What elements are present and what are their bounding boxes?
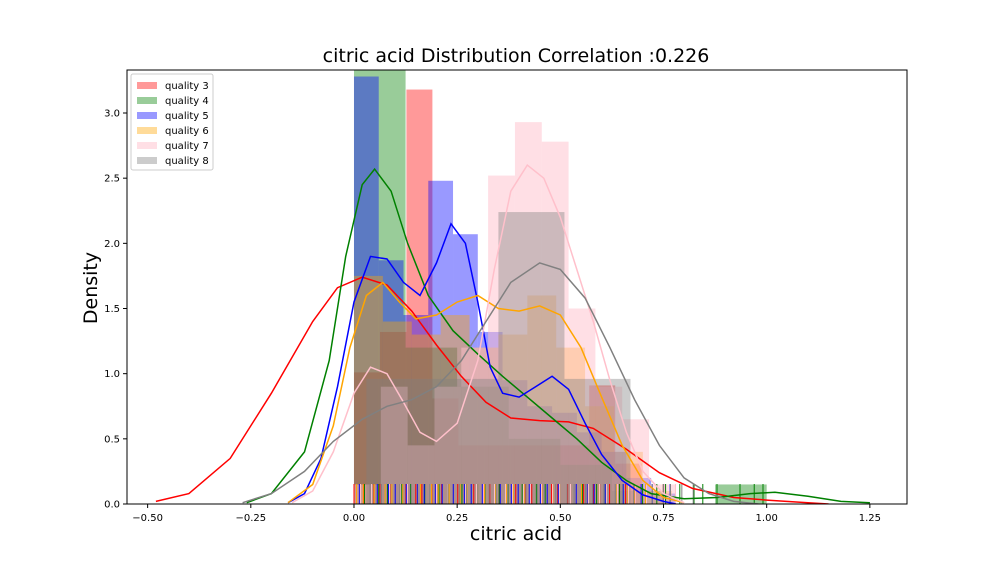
legend-swatch-1 [137, 82, 157, 89]
hist-bar-6-3 [498, 212, 565, 504]
kde-line-6 [242, 262, 759, 504]
hist-bar-4-1 [353, 275, 383, 504]
x-tick-label-5: 0.50 [549, 513, 571, 524]
y-tick-label-4: 1.5 [104, 304, 120, 315]
hist-bar-1-3 [406, 89, 433, 504]
x-tick-label-2: −0.25 [235, 513, 266, 524]
hist-bar-5-6 [488, 175, 515, 504]
y-tick-label-1: 0.0 [104, 500, 120, 511]
hist-bar-1-1 [353, 372, 380, 504]
legend-label-4: quality 6 [165, 126, 209, 137]
legend-swatch-6 [137, 157, 157, 164]
kde-line-5 [291, 163, 685, 504]
legend-swatch-4 [137, 127, 157, 134]
hist-bar-5-7 [514, 122, 542, 504]
legend-label-2: quality 4 [165, 96, 209, 107]
x-tick-label-3: 0.00 [343, 513, 365, 524]
x-tick-label-7: 1.00 [756, 513, 778, 524]
hist-bar-5-5 [461, 347, 489, 504]
kde-line-4 [287, 281, 685, 504]
y-axis-label: Density [80, 252, 102, 324]
plot-area: −0.50 −0.25 0.00 0.25 0.50 0.75 1.00 1.25 0.0 0.5… [104, 69, 908, 524]
legend: quality 3 quality 4 quality 5 quality 6 qual… [130, 73, 214, 171]
hist-bar-5-8 [541, 141, 569, 504]
x-tick-label-6: 0.75 [652, 513, 674, 524]
y-tick-label-2: 0.5 [104, 434, 120, 445]
x-tick-label-1: −0.50 [132, 513, 163, 524]
legend-swatch-5 [137, 142, 157, 149]
axes-frame [126, 69, 908, 505]
legend-swatch-3 [137, 112, 157, 119]
legend-label-5: quality 7 [165, 141, 209, 152]
legend-label-6: quality 8 [165, 156, 209, 167]
legend-label-1: quality 3 [165, 81, 209, 92]
legend-swatch-2 [137, 97, 157, 104]
legend-label-3: quality 5 [165, 111, 209, 122]
x-tick-label-4: 0.25 [446, 513, 468, 524]
x-tick-label-8: 1.25 [859, 513, 881, 524]
series-layer [155, 70, 870, 504]
hist-bar-6-1 [366, 378, 433, 504]
y-tick-label-6: 2.5 [104, 174, 120, 185]
y-tick-label-7: 3.0 [104, 109, 120, 120]
hist-bar-6-4 [564, 378, 631, 504]
y-tick-label-3: 1.0 [104, 369, 120, 380]
kde-line-3 [287, 222, 677, 504]
chart-title: citric acid Distribution Correlation :0.… [323, 45, 710, 67]
hist-bar-5-9 [568, 308, 596, 504]
kde-line-2 [246, 167, 870, 504]
y-tick-label-5: 2.0 [104, 239, 120, 250]
x-axis-label: citric acid [470, 523, 562, 545]
